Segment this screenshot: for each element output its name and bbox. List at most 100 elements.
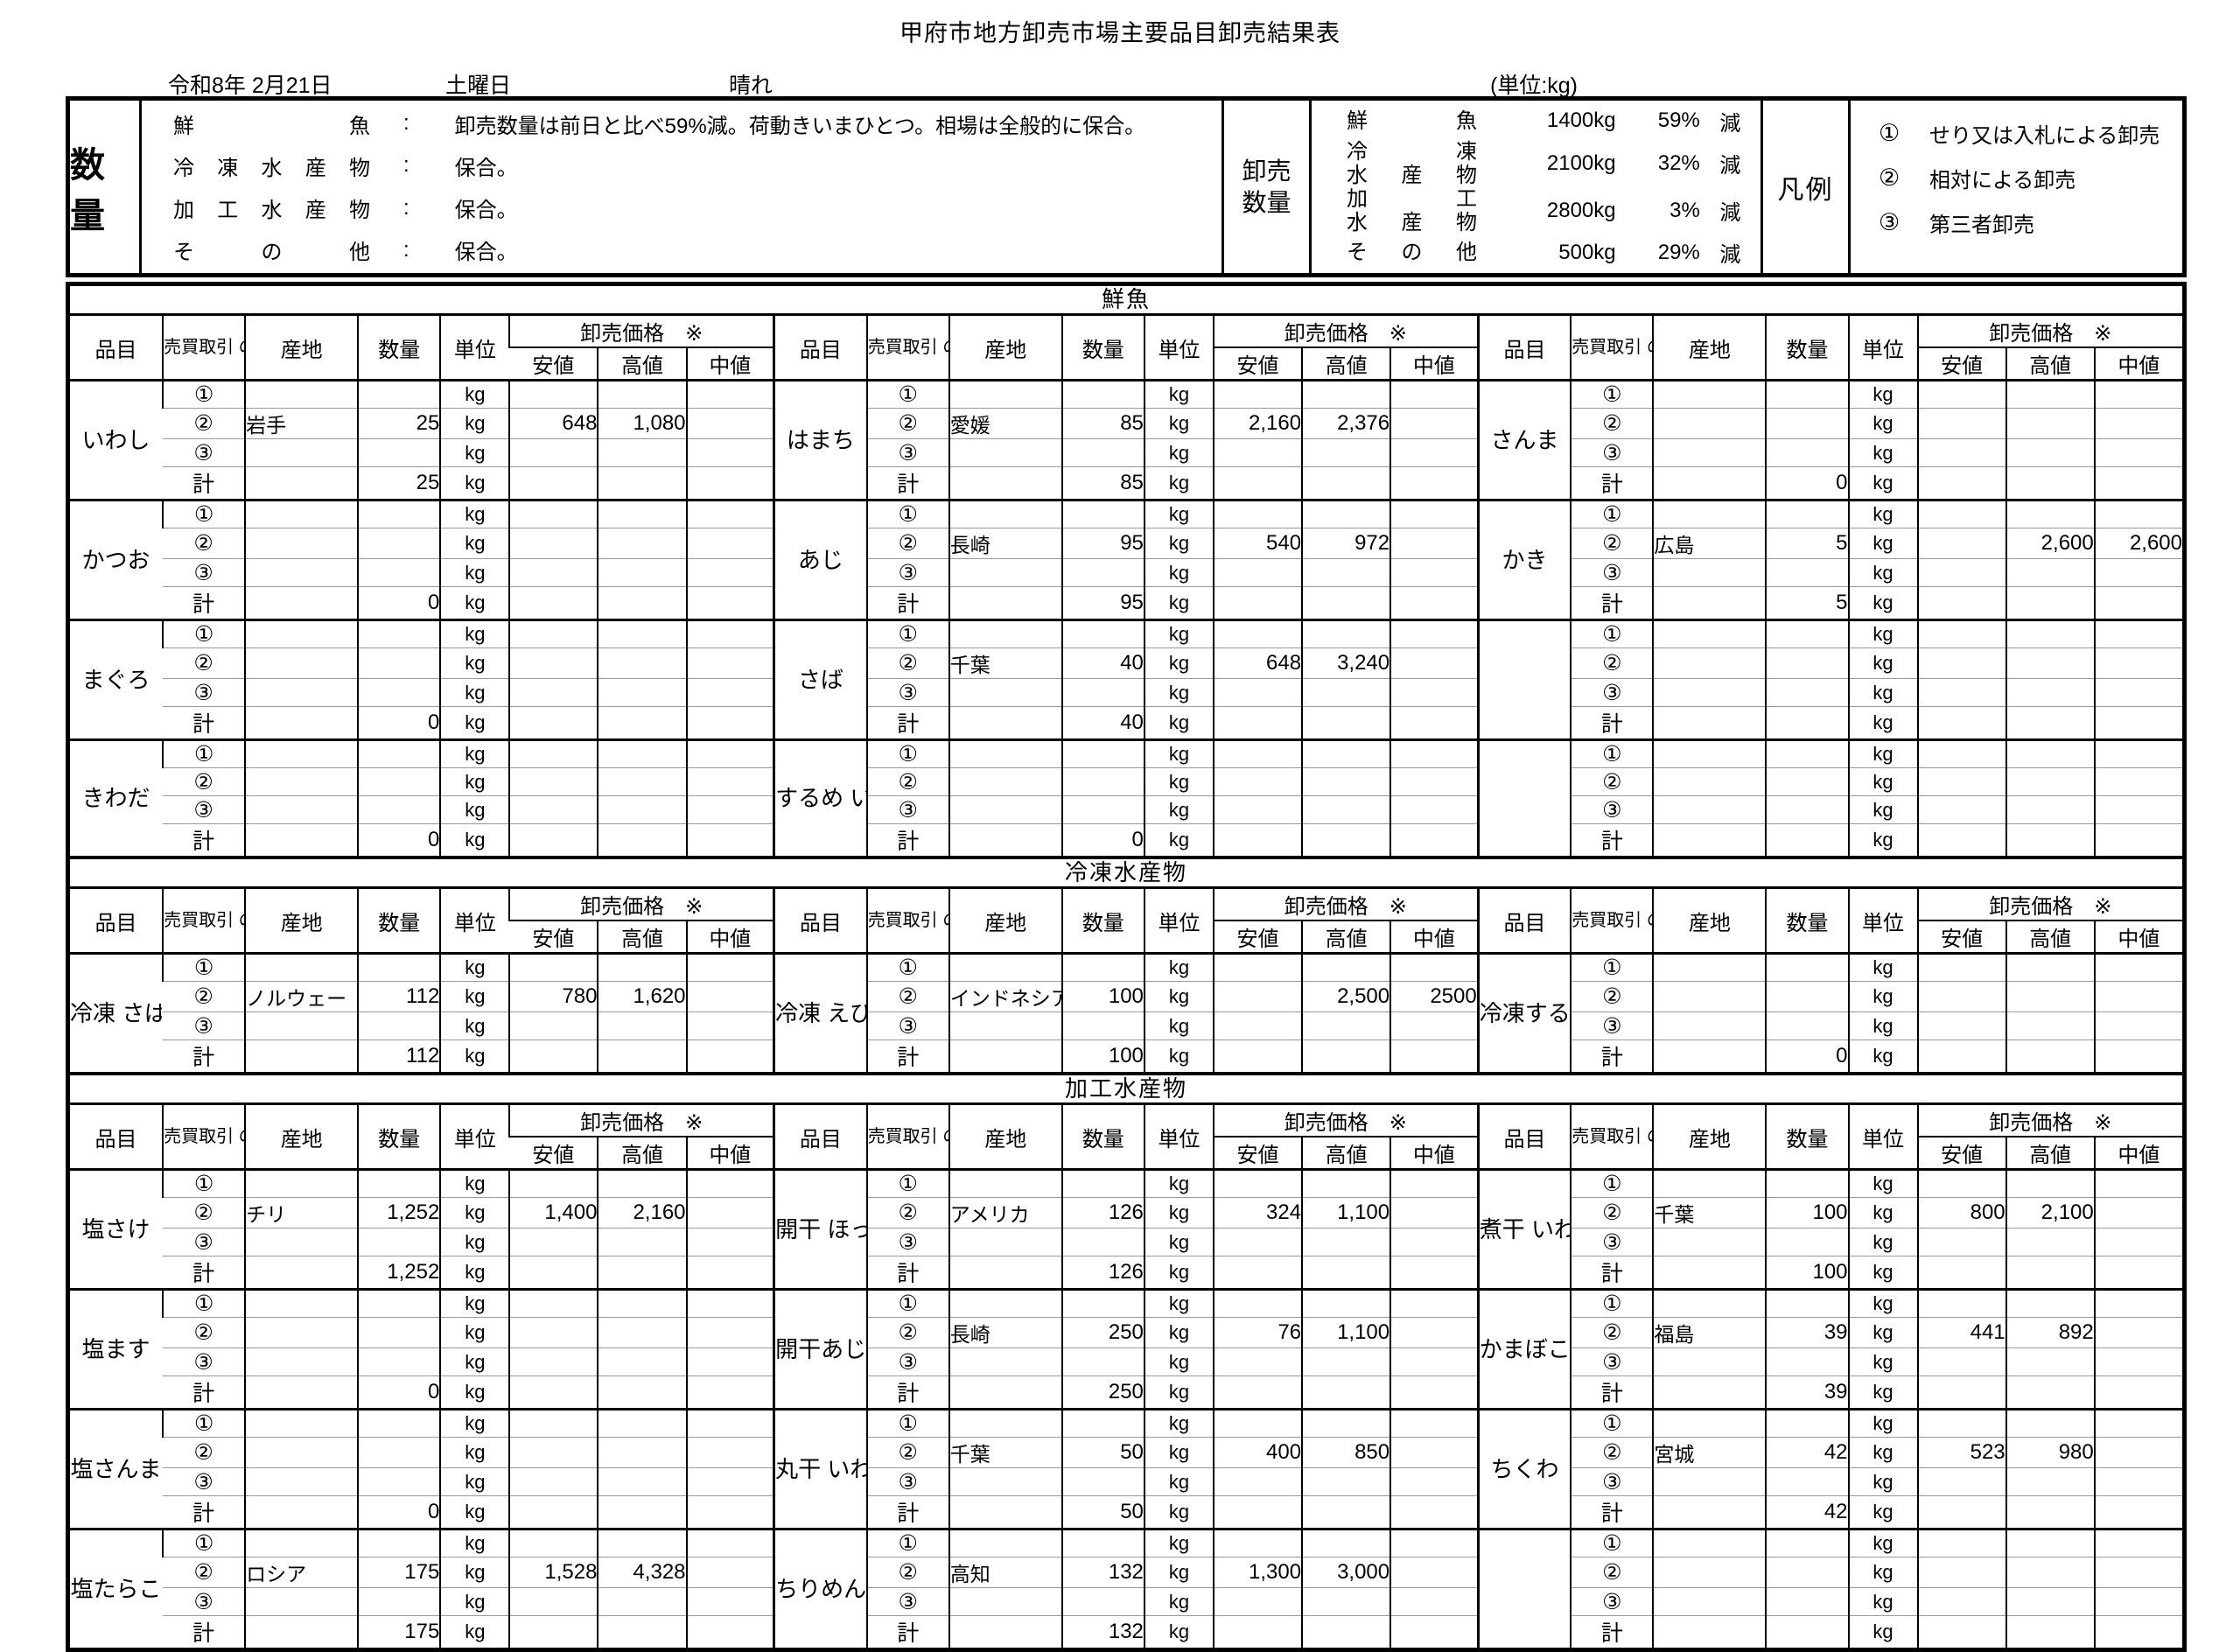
price-low-cell	[508, 1040, 598, 1072]
method-mark-cell: ③	[163, 1467, 246, 1496]
unit-cell: kg	[439, 438, 510, 467]
wholesale-quantity-row: 鮮 魚 1400kg 59% 減	[1312, 102, 1760, 140]
col-header-price-group: 卸売価格 ※	[1916, 889, 2182, 921]
method-mark-cell: ①	[162, 379, 246, 409]
quantity-cell: 100	[1060, 981, 1144, 1012]
quantity-category-label-line: 鮮 魚	[1347, 108, 1478, 133]
price-low-cell	[1212, 981, 1303, 1012]
price-high-cell	[2005, 1467, 2095, 1496]
price-low-cell	[508, 438, 598, 467]
price-low-cell	[508, 1437, 598, 1468]
method-mark-cell: ①	[162, 1168, 246, 1198]
price-high-cell	[2005, 1495, 2095, 1530]
table-row: ③ kg ③ kg ③ kg	[70, 678, 2182, 707]
col-header-price-group: 卸売価格 ※	[1212, 889, 1479, 921]
item-name-cell: 開干あじ	[773, 1288, 867, 1410]
item-name-cell	[1476, 619, 1572, 740]
price-mid-cell	[2093, 795, 2182, 824]
quantity-direction: 減	[1719, 243, 1741, 268]
price-high-cell	[1301, 619, 1391, 648]
price-high-cell	[597, 1408, 687, 1438]
note-comment: 保合。	[454, 199, 518, 223]
unit-cell: kg	[1143, 1197, 1214, 1228]
method-mark-cell: ③	[163, 795, 246, 824]
price-low-cell	[1212, 1528, 1303, 1558]
method-mark-cell: 計	[865, 1376, 949, 1410]
method-mark-cell: ②	[163, 648, 246, 679]
price-low-cell	[1916, 678, 2006, 707]
price-low-cell	[508, 706, 598, 740]
method-mark-cell: 計	[1570, 586, 1654, 620]
quantity-direction: 減	[1719, 201, 1741, 225]
method-mark-cell: ①	[162, 1288, 246, 1318]
col-header-quantity: 数量	[1060, 1105, 1144, 1170]
origin-cell: アメリカ	[948, 1197, 1062, 1228]
table-row: ② kg ② 長崎 250 kg 76 1,100 ② 福島 39 kg 441 892	[70, 1317, 2182, 1348]
origin-cell	[1652, 1408, 1767, 1438]
price-mid-cell	[1390, 408, 1479, 439]
price-mid-cell	[1390, 1256, 1479, 1290]
price-mid-cell	[1390, 1197, 1479, 1228]
quantity-cell	[1060, 1467, 1144, 1496]
quantity-amount: 1400kg	[1546, 108, 1616, 133]
price-high-cell	[597, 558, 687, 587]
summary-header-box: 数量 鮮 魚: 卸売数量は前日と比べ59%減。荷動きいまひとつ。相場は全般的に保合…	[66, 96, 2187, 277]
price-low-cell	[508, 952, 598, 982]
table-row: ② 岩手 25 kg 648 1,080 ② 愛媛 85 kg 2,160 2,376 ② kg	[70, 408, 2182, 439]
quantity-box-label: 数量	[70, 101, 142, 273]
quantity-cell: 1,252	[357, 1197, 441, 1228]
price-low-cell	[1212, 795, 1303, 824]
price-low-cell	[508, 558, 598, 587]
col-header-price-group: 卸売価格 ※	[508, 889, 774, 921]
method-mark-cell: ②	[1570, 1197, 1654, 1228]
quantity-cell	[1060, 379, 1144, 409]
price-low-cell	[508, 586, 598, 620]
price-high-cell	[1301, 706, 1391, 740]
table-row: ② kg ② 千葉 50 kg 400 850 ② 宮城 42 kg 523 980	[70, 1437, 2182, 1468]
col-header-origin: 産地	[1652, 316, 1767, 381]
method-mark-cell: ③	[865, 1467, 949, 1496]
price-high-cell	[2005, 738, 2095, 768]
unit-cell: kg	[1143, 1288, 1214, 1318]
origin-cell: 岩手	[244, 408, 359, 439]
unit-cell: kg	[1143, 1437, 1214, 1468]
origin-cell	[244, 823, 359, 856]
price-mid-cell	[2093, 1376, 2182, 1410]
unit-cell: kg	[1847, 706, 1918, 740]
quantity-direction: 減	[1719, 111, 1741, 136]
price-low-cell: 324	[1212, 1197, 1303, 1228]
unit-cell: kg	[1143, 1228, 1214, 1256]
origin-cell	[244, 1256, 359, 1290]
method-mark-cell: ①	[865, 499, 949, 528]
table-row: ② チリ 1,252 kg 1,400 2,160 ② アメリカ 126 kg 324 1,100 ② 千…	[70, 1197, 2182, 1228]
price-high-cell	[2005, 678, 2095, 707]
price-mid-cell	[1390, 1615, 1479, 1648]
col-header-item: 品目	[1476, 316, 1572, 381]
origin-cell	[1652, 1528, 1767, 1558]
unit-cell: kg	[439, 1288, 510, 1318]
item-name-cell: 塩さんま	[70, 1408, 164, 1530]
price-mid-cell	[685, 1040, 774, 1072]
price-high-cell	[2005, 1376, 2095, 1410]
method-mark-cell: ①	[1570, 1408, 1654, 1438]
section-title-1: 冷凍水産物	[70, 856, 2182, 889]
quantity-cell	[1765, 795, 1849, 824]
quantity-cell	[357, 1408, 441, 1438]
method-mark-cell: ③	[1570, 438, 1654, 467]
quantity-category-label: 冷 凍水 産 物	[1347, 140, 1477, 187]
table-row: 計 0 kg 計 0 kg 計 kg	[70, 823, 2182, 856]
price-high-cell	[597, 438, 687, 467]
quantity-category-label: 加 工水 産 物	[1347, 187, 1477, 234]
quantity-cell	[1765, 1557, 1849, 1588]
origin-cell	[948, 706, 1062, 740]
market-notes: 鮮 魚: 卸売数量は前日と比べ59%減。荷動きいまひとつ。相場は全般的に保合。冷 …	[142, 101, 1224, 273]
unit-cell: kg	[1143, 1557, 1214, 1588]
col-header-origin: 産地	[948, 1105, 1062, 1170]
table-row: ③ kg ③ kg ③ kg	[70, 1587, 2182, 1616]
unit-cell: kg	[439, 558, 510, 587]
price-high-cell	[2005, 1587, 2095, 1616]
col-header-price-group: 卸売価格 ※	[508, 1105, 774, 1138]
unit-cell: kg	[1847, 1197, 1918, 1228]
method-mark-cell: ①	[865, 1168, 949, 1198]
